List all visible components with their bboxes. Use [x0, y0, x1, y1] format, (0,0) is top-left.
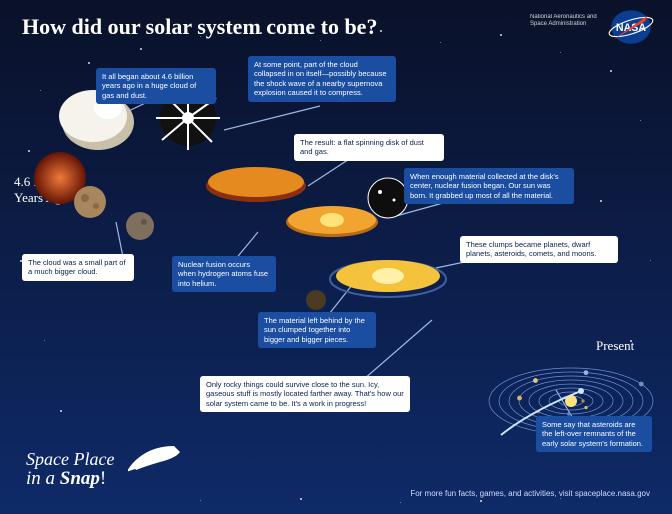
poster-root: How did our solar system come to be? Nat… [0, 0, 672, 514]
brand-line2: in a Snap! [26, 468, 114, 490]
agency-name: National Aeronautics and Space Administr… [530, 14, 600, 28]
rocket-icon [128, 440, 182, 474]
footer-brand: Space Place in a Snap! [26, 449, 114, 490]
star [500, 34, 502, 36]
star [140, 48, 142, 50]
rocky-body-1-icon [68, 180, 112, 224]
accretion-disk-icon [323, 241, 453, 311]
nasa-logo: NASA [608, 8, 654, 46]
callout-c9: Only rocky things could survive close to… [200, 376, 410, 412]
clump-icon [301, 285, 331, 315]
callout-c1: It all began about 4.6 billion years ago… [96, 68, 216, 104]
callout-c2: At some point, part of the cloud collaps… [248, 56, 396, 102]
footer-url: For more fun facts, games, and activitie… [410, 489, 650, 498]
brand-line1: Space Place [26, 449, 114, 470]
star [88, 62, 90, 64]
page-title: How did our solar system come to be? [22, 14, 377, 40]
callout-c7: Nuclear fusion occurs when hydrogen atom… [172, 256, 276, 292]
callout-c4: When enough material collected at the di… [404, 168, 574, 204]
star [380, 30, 382, 32]
star [60, 410, 62, 412]
comet-icon [578, 388, 584, 394]
callout-c8: The material left behind by the sun clum… [258, 312, 376, 348]
rocky-body-2-icon [120, 206, 160, 246]
star [610, 70, 612, 72]
callout-c6: The cloud was a small part of a much big… [22, 254, 134, 281]
star [300, 498, 302, 500]
star [480, 500, 482, 502]
callout-c5: These clumps became planets, dwarf plane… [460, 236, 618, 263]
star [600, 200, 602, 202]
callout-c10: Some say that asteroids are the left-ove… [536, 416, 652, 452]
callout-c3: The result: a flat spinning disk of dust… [294, 134, 444, 161]
